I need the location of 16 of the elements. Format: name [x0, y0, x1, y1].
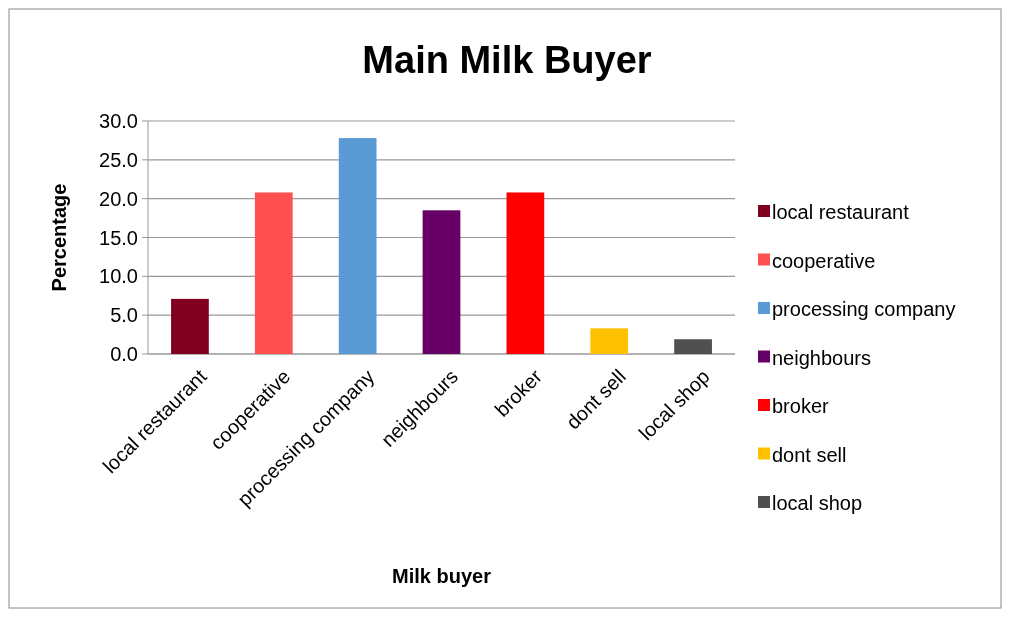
y-tick-label: 15.0: [99, 226, 138, 249]
y-tick-label: 0.0: [110, 343, 138, 365]
legend-label: cooperative: [772, 249, 876, 272]
y-axis-title: Percentage: [48, 183, 70, 292]
x-tick-label: dont sell: [561, 365, 630, 434]
y-tick-label: 30.0: [99, 110, 138, 132]
x-axis-title: Milk buyer: [392, 565, 492, 587]
legend-label: local restaurant: [772, 201, 910, 223]
y-tick-label: 10.0: [99, 265, 138, 288]
legend-label: neighbours: [772, 346, 871, 369]
y-tick-label: 25.0: [99, 148, 138, 171]
y-tick-label: 20.0: [99, 187, 138, 210]
y-tick-label: 5.0: [110, 304, 138, 327]
chart-title: Main Milk Buyer: [362, 39, 652, 81]
legend-label: local shop: [772, 492, 863, 514]
legend-label: processing company: [772, 298, 956, 320]
